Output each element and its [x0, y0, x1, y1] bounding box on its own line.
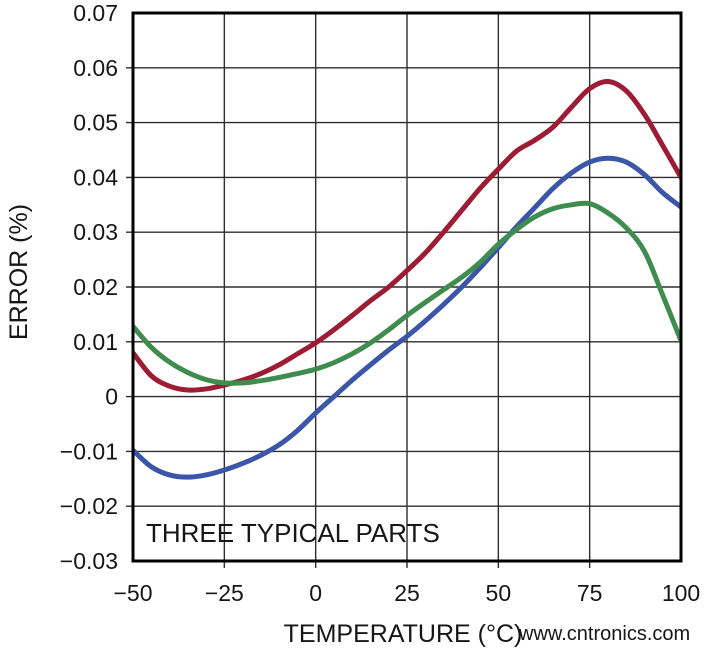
- watermark: www.cntronics.com: [518, 623, 690, 645]
- y-axis-title: ERROR (%): [5, 204, 33, 340]
- curve-typical-part-2-blue: [133, 155, 681, 480]
- y-tick-label: 0.07: [73, 0, 118, 26]
- x-tick-label: 100: [662, 580, 700, 606]
- plot-frame: [131, 11, 683, 563]
- y-tick-label: 0.02: [73, 274, 118, 300]
- annotation-three-typical-parts: THREE TYPICAL PARTS: [146, 518, 440, 548]
- y-tick-label: −0.03: [60, 548, 118, 574]
- y-tick-label: 0.04: [73, 164, 118, 190]
- series-curves: [133, 78, 681, 480]
- x-tick-label: 50: [486, 580, 512, 606]
- curve-typical-part-3-green: [133, 200, 681, 386]
- y-tick-label: 0.01: [73, 329, 118, 355]
- x-tick-label: 25: [394, 580, 420, 606]
- gridlines: [126, 12, 682, 568]
- x-tick-label: −25: [205, 580, 244, 606]
- x-axis-tick-labels: −50 −25 0 25 50 75 100: [113, 580, 700, 606]
- y-tick-label: 0.05: [73, 110, 118, 136]
- y-tick-label: 0.06: [73, 55, 118, 81]
- x-tick-label: 0: [309, 580, 322, 606]
- x-axis-title: TEMPERATURE (°C): [284, 620, 523, 648]
- x-tick-label: −50: [113, 580, 152, 606]
- y-tick-label: 0.03: [73, 219, 118, 245]
- y-axis-tick-labels: 0.07 0.06 0.05 0.04 0.03 0.02 0.01 0 −0.01 −0.02 −…: [60, 0, 118, 574]
- y-tick-label: −0.02: [60, 493, 118, 519]
- x-tick-label: 75: [577, 580, 603, 606]
- y-tick-label: −0.01: [60, 438, 118, 464]
- y-tick-label: 0: [105, 384, 118, 410]
